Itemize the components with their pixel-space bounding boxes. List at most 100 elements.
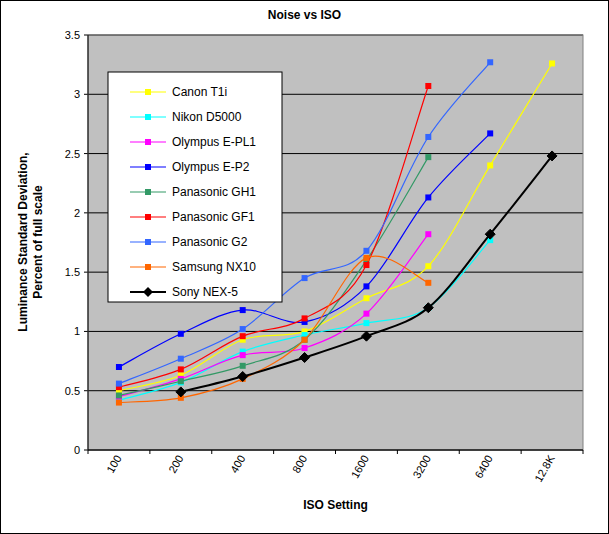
legend-label: Panasonic G2 (172, 235, 248, 249)
data-point (116, 364, 122, 370)
y-tick-label: 1 (74, 325, 80, 337)
data-point (425, 154, 431, 160)
legend-marker (145, 264, 151, 270)
y-tick-label: 0.5 (65, 385, 80, 397)
x-tick (583, 450, 584, 454)
data-point (302, 275, 308, 281)
y-tick-label: 2 (74, 207, 80, 219)
y-tick (84, 450, 88, 451)
y-tick-label: 2.5 (65, 148, 80, 160)
data-point (485, 229, 495, 239)
x-tick (273, 450, 274, 454)
y-tick (84, 390, 88, 391)
data-point (361, 331, 371, 341)
chart-title: Noise vs ISO (268, 8, 341, 22)
legend-label: Nikon D5000 (172, 110, 242, 124)
legend-marker (145, 214, 151, 220)
data-point (116, 381, 122, 387)
data-point (240, 352, 246, 358)
data-point (425, 134, 431, 140)
data-point (487, 59, 493, 65)
x-tick (211, 450, 212, 454)
y-axis (88, 35, 89, 450)
legend: Canon T1i Nikon D5000 Olympus E-PL1 Olympus… (108, 72, 282, 302)
data-point (363, 283, 369, 289)
grid-line (88, 390, 583, 391)
x-tick-label: 6400 (472, 453, 495, 480)
data-point (302, 315, 308, 321)
legend-label: Panasonic GH1 (172, 185, 256, 199)
data-point (302, 337, 308, 343)
x-tick (149, 450, 150, 454)
data-point (176, 387, 186, 397)
data-point (425, 280, 431, 286)
data-point (300, 353, 310, 363)
data-point (302, 337, 308, 343)
x-tick-label: 12.8K (532, 452, 557, 483)
y-tick (84, 272, 88, 273)
data-point (363, 311, 369, 317)
x-tick (459, 450, 460, 454)
legend-label: Sony NEX-5 (172, 285, 238, 299)
y-axis-title: Luminance Standard Deviation,Percent of … (16, 152, 45, 331)
data-point (363, 248, 369, 254)
data-point (240, 307, 246, 313)
series-line (119, 240, 490, 400)
x-tick-label: 100 (104, 453, 124, 475)
x-tick (88, 450, 89, 454)
legend-marker (145, 114, 151, 120)
legend-marker (145, 239, 151, 245)
data-point (363, 262, 369, 268)
x-tick (521, 450, 522, 454)
legend-marker (145, 89, 151, 95)
data-point (487, 130, 493, 136)
y-tick-label: 3.5 (65, 29, 80, 41)
y-tick-label: 1.5 (65, 266, 80, 278)
data-point (238, 371, 248, 381)
data-point (240, 363, 246, 369)
legend-marker (143, 287, 153, 297)
legend-box (108, 72, 282, 302)
data-point (547, 151, 557, 161)
data-point (363, 320, 369, 326)
grid-line (88, 331, 583, 332)
y-tick (84, 331, 88, 332)
legend-label: Olympus E-PL1 (172, 135, 256, 149)
legend-marker (145, 164, 151, 170)
x-axis-title: ISO Setting (303, 498, 368, 512)
series-line (119, 62, 490, 383)
legend-label: Samsung NX10 (172, 260, 256, 274)
series (116, 237, 493, 403)
legend-label: Panasonic GF1 (172, 210, 255, 224)
data-point (302, 345, 308, 351)
data-point (425, 231, 431, 237)
data-point (240, 333, 246, 339)
x-tick-label: 800 (290, 453, 310, 475)
legend-marker (145, 139, 151, 145)
x-tick-label: 3200 (410, 453, 433, 480)
plot-area (88, 35, 583, 450)
data-point (487, 162, 493, 168)
data-point (178, 356, 184, 362)
data-point (116, 392, 122, 398)
plot-frame (88, 35, 583, 450)
x-tick-label: 200 (166, 453, 186, 475)
x-tick-label: 400 (228, 453, 248, 475)
x-tick-label: 1600 (349, 453, 372, 480)
y-tick-label: 3 (74, 88, 80, 100)
legend-label: Olympus E-P2 (172, 160, 250, 174)
y-tick (84, 35, 88, 36)
chart-background (1, 1, 609, 534)
legend-marker (145, 189, 151, 195)
y-tick (84, 94, 88, 95)
data-point (425, 83, 431, 89)
legend-label: Canon T1i (172, 85, 227, 99)
data-point (178, 378, 184, 384)
data-point (363, 255, 369, 261)
y-tick-label: 0 (74, 444, 80, 456)
data-point (549, 60, 555, 66)
x-tick (335, 450, 336, 454)
x-tick (397, 450, 398, 454)
data-point (423, 303, 433, 313)
data-point (363, 295, 369, 301)
